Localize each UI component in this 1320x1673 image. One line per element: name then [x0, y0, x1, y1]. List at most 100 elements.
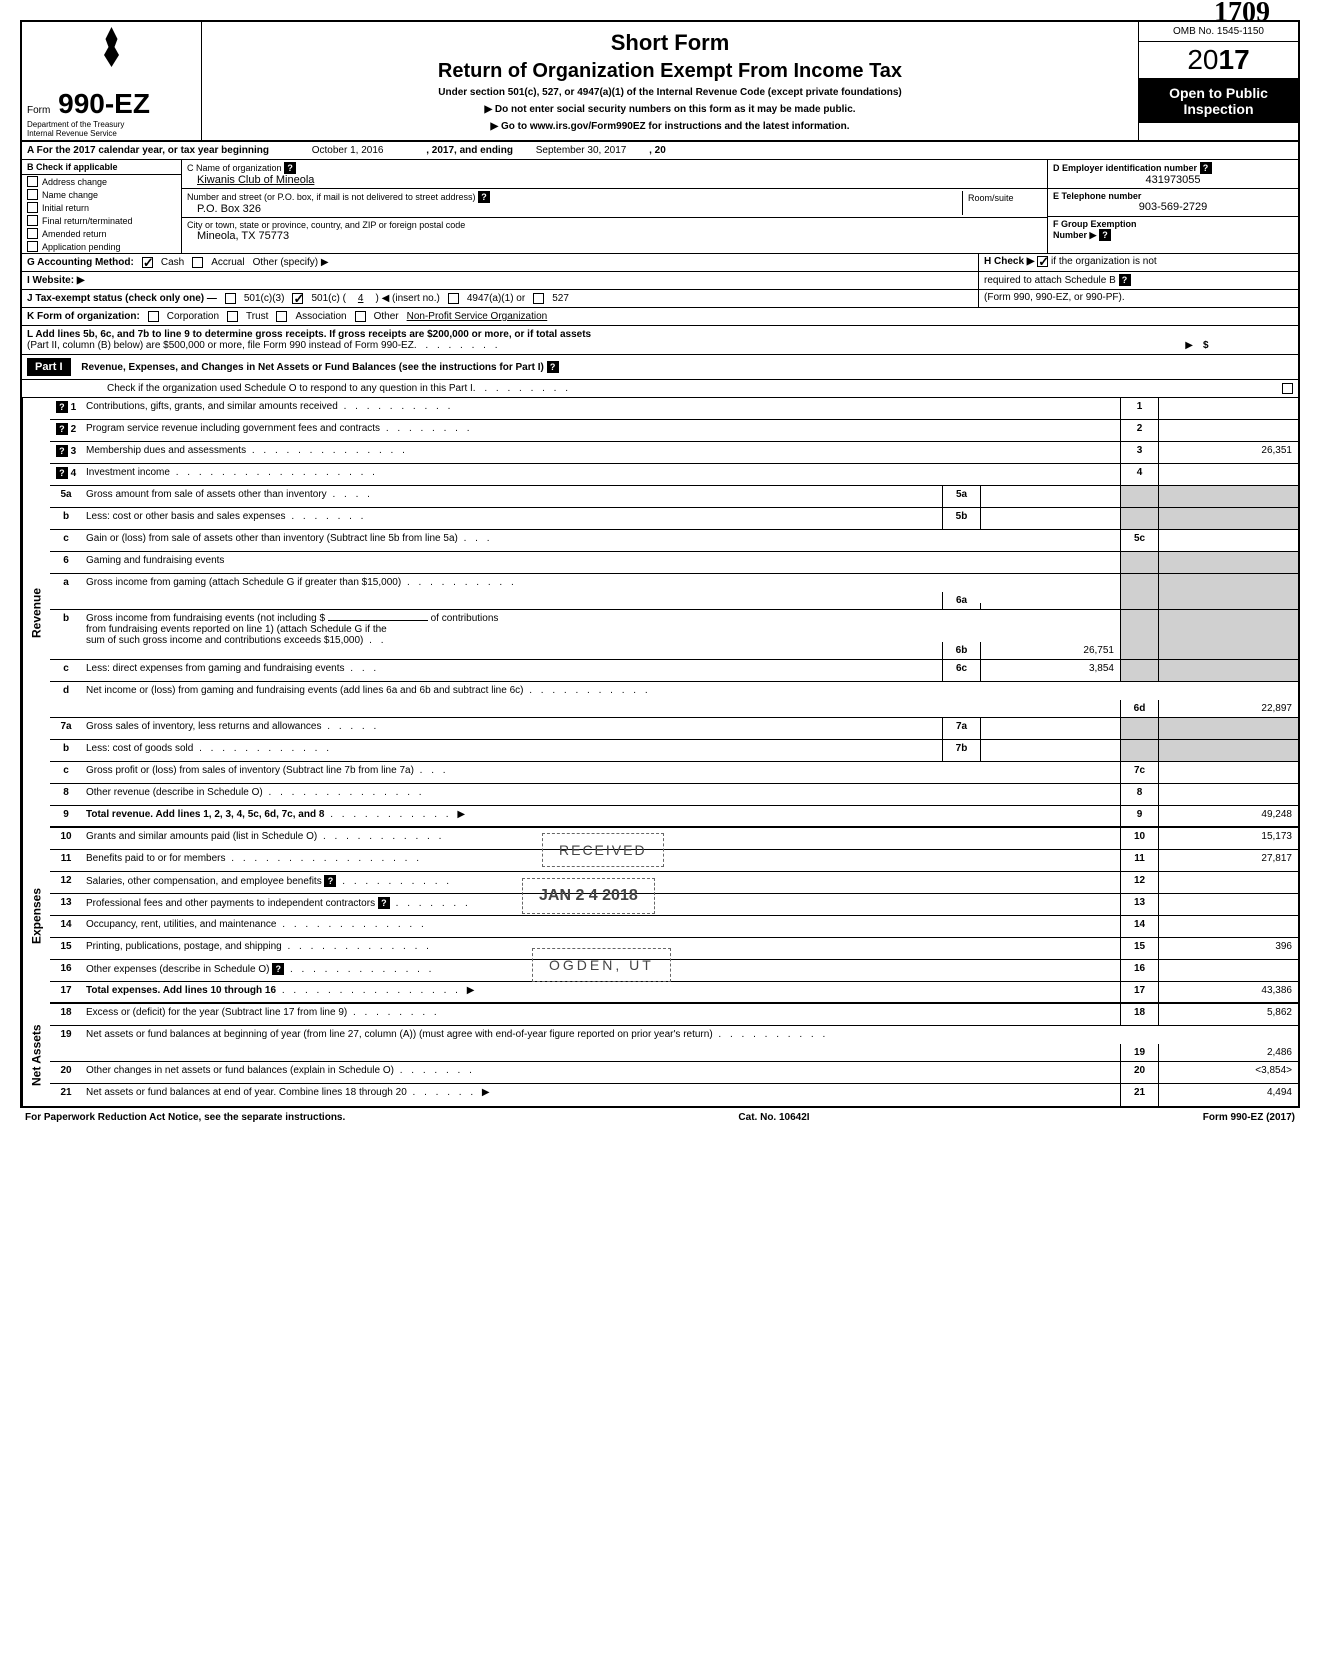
help-icon[interactable]: ?: [56, 401, 68, 413]
check-final: Final return/terminated: [22, 214, 181, 227]
line-15: 15 Printing, publications, postage, and …: [50, 938, 1298, 960]
line-11: 11 Benefits paid to or for members . . .…: [50, 850, 1298, 872]
checkbox-pending[interactable]: [27, 241, 38, 252]
line-20: 20 Other changes in net assets or fund b…: [50, 1062, 1298, 1084]
org-name-row: C Name of organization ? Kiwanis Club of…: [182, 160, 1047, 189]
line-18: 18 Excess or (deficit) for the year (Sub…: [50, 1004, 1298, 1026]
line-17: 17 Total expenses. Add lines 10 through …: [50, 982, 1298, 1004]
checkbox-address[interactable]: [27, 176, 38, 187]
checkbox-accrual[interactable]: [192, 257, 203, 268]
form-990ez: Form 990-EZ Department of the Treasury I…: [20, 20, 1300, 1108]
line-3: ? 3 Membership dues and assessments . . …: [50, 442, 1298, 464]
net-assets-section: Net Assets 18 Excess or (deficit) for th…: [22, 1004, 1298, 1106]
checkbox-501c[interactable]: [292, 293, 303, 304]
form-number: Form 990-EZ: [27, 88, 150, 120]
checkbox-trust[interactable]: [227, 311, 238, 322]
ein-value: 431973055: [1053, 174, 1293, 186]
help-icon[interactable]: ?: [1119, 274, 1131, 286]
right-header-cell: OMB No. 1545-1150 2017 Open to Public In…: [1138, 22, 1298, 140]
help-icon[interactable]: ?: [56, 423, 68, 435]
line-6d: d Net income or (loss) from gaming and f…: [50, 682, 1298, 718]
checkbox-501c3[interactable]: [225, 293, 236, 304]
line-6c: c Less: direct expenses from gaming and …: [50, 660, 1298, 682]
line-10: 10 Grants and similar amounts paid (list…: [50, 828, 1298, 850]
line-5a: 5a Gross amount from sale of assets othe…: [50, 486, 1298, 508]
line-1: ? 1 Contributions, gifts, grants, and si…: [50, 398, 1298, 420]
footer-left: For Paperwork Reduction Act Notice, see …: [25, 1112, 345, 1123]
line-j-tax-status: J Tax-exempt status (check only one) — 5…: [22, 290, 978, 307]
line-2: ? 2 Program service revenue including go…: [50, 420, 1298, 442]
line-16: 16 Other expenses (describe in Schedule …: [50, 960, 1298, 982]
logo-cell: Form 990-EZ Department of the Treasury I…: [22, 22, 202, 140]
checkbox-4947[interactable]: [448, 293, 459, 304]
line-14: 14 Occupancy, rent, utilities, and maint…: [50, 916, 1298, 938]
check-address-change: Address change: [22, 175, 181, 188]
help-icon[interactable]: ?: [56, 467, 68, 479]
line-9: 9 Total revenue. Add lines 1, 2, 3, 4, 5…: [50, 806, 1298, 828]
check-name-change: Name change: [22, 188, 181, 201]
checkbox-h[interactable]: [1037, 256, 1048, 267]
line-5b: b Less: cost or other basis and sales ex…: [50, 508, 1298, 530]
line-7a: 7a Gross sales of inventory, less return…: [50, 718, 1298, 740]
org-column: C Name of organization ? Kiwanis Club of…: [182, 160, 1048, 253]
line-i-website: I Website: ▶: [22, 272, 978, 289]
help-icon[interactable]: ?: [478, 191, 490, 203]
org-city-row: City or town, state or province, country…: [182, 218, 1047, 246]
check-initial: Initial return: [22, 201, 181, 214]
footer-center: Cat. No. 10642I: [738, 1112, 809, 1123]
help-icon[interactable]: ?: [284, 162, 296, 174]
phone-row: E Telephone number 903-569-2729: [1048, 189, 1298, 217]
line-6: 6 Gaming and fundraising events: [50, 552, 1298, 574]
help-icon[interactable]: ?: [547, 361, 559, 373]
checkbox-schedule-o[interactable]: [1282, 383, 1293, 394]
line-7b: b Less: cost of goods sold . . . . . . .…: [50, 740, 1298, 762]
help-icon[interactable]: ?: [378, 897, 390, 909]
form-footer: For Paperwork Reduction Act Notice, see …: [20, 1108, 1300, 1127]
check-amended: Amended return: [22, 227, 181, 240]
line-g-accounting: G Accounting Method: Cash Accrual Other …: [22, 254, 978, 271]
warning-2: ▶ Go to www.irs.gov/Form990EZ for instru…: [210, 121, 1130, 132]
help-icon[interactable]: ?: [272, 963, 284, 975]
subtitle: Under section 501(c), 527, or 4947(a)(1)…: [210, 87, 1130, 98]
footer-right: Form 990-EZ (2017): [1203, 1112, 1295, 1123]
line-6b: b Gross income from fundraising events (…: [50, 610, 1298, 660]
checkbox-527[interactable]: [533, 293, 544, 304]
netassets-side-tab: Net Assets: [22, 1004, 50, 1106]
irs-flame-icon: [97, 27, 127, 67]
k-value: Non-Profit Service Organization: [407, 311, 548, 322]
checkbox-assoc[interactable]: [276, 311, 287, 322]
line-4: ? 4 Investment income . . . . . . . . . …: [50, 464, 1298, 486]
help-icon[interactable]: ?: [56, 445, 68, 457]
expenses-section: Expenses 10 Grants and similar amounts p…: [22, 828, 1298, 1004]
check-pending: Application pending: [22, 240, 181, 253]
line-21: 21 Net assets or fund balances at end of…: [50, 1084, 1298, 1106]
org-city: Mineola, TX 75773: [187, 230, 1042, 242]
checkbox-other[interactable]: [355, 311, 366, 322]
checkbox-initial[interactable]: [27, 202, 38, 213]
org-addr-row: Number and street (or P.O. box, if mail …: [182, 189, 1047, 218]
received-stamp: RECEIVED: [542, 833, 664, 867]
main-title: Return of Organization Exempt From Incom…: [210, 60, 1130, 83]
group-exemption-row: F Group Exemption Number ▶ ?: [1048, 217, 1298, 245]
short-form-label: Short Form: [210, 30, 1130, 56]
line-k-form-org: K Form of organization: Corporation Trus…: [22, 308, 1298, 326]
b-header: B Check if applicable: [22, 160, 181, 175]
checkbox-amended[interactable]: [27, 228, 38, 239]
org-name: Kiwanis Club of Mineola: [187, 174, 1042, 186]
help-icon[interactable]: ?: [1099, 229, 1111, 241]
line-12: 12 Salaries, other compensation, and emp…: [50, 872, 1298, 894]
info-section: B Check if applicable Address change Nam…: [22, 160, 1298, 254]
checkbox-cash[interactable]: [142, 257, 153, 268]
expenses-side-tab: Expenses: [22, 828, 50, 1004]
help-icon[interactable]: ?: [324, 875, 336, 887]
line-8: 8 Other revenue (describe in Schedule O)…: [50, 784, 1298, 806]
line-5c: c Gain or (loss) from sale of assets oth…: [50, 530, 1298, 552]
form-header: Form 990-EZ Department of the Treasury I…: [22, 22, 1298, 142]
checkbox-name[interactable]: [27, 189, 38, 200]
h-cont: required to attach Schedule B ?: [978, 272, 1298, 289]
checkbox-final[interactable]: [27, 215, 38, 226]
id-column: D Employer identification number ? 43197…: [1048, 160, 1298, 253]
help-icon[interactable]: ?: [1200, 162, 1212, 174]
check-column-b: B Check if applicable Address change Nam…: [22, 160, 182, 253]
checkbox-corp[interactable]: [148, 311, 159, 322]
